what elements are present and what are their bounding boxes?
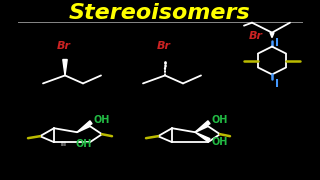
- Polygon shape: [77, 121, 92, 132]
- Text: Br: Br: [249, 31, 263, 41]
- Text: OH: OH: [75, 139, 92, 149]
- Text: iii: iii: [60, 141, 66, 147]
- Text: Br: Br: [57, 40, 71, 51]
- Text: OH: OH: [211, 137, 228, 147]
- Polygon shape: [195, 121, 210, 132]
- Text: Stereoisomers: Stereoisomers: [69, 3, 251, 23]
- Text: I: I: [275, 79, 279, 89]
- Polygon shape: [270, 33, 274, 38]
- Text: I: I: [275, 38, 279, 48]
- Polygon shape: [195, 132, 210, 142]
- Text: OH: OH: [211, 115, 228, 125]
- Text: Br: Br: [157, 40, 171, 51]
- Polygon shape: [63, 60, 67, 75]
- Text: OH: OH: [93, 115, 109, 125]
